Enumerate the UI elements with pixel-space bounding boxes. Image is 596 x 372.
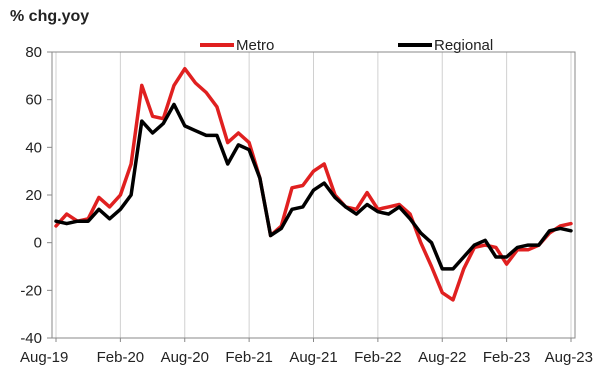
legend: Metro Regional: [200, 37, 493, 54]
x-tick-label: Aug-21: [289, 349, 337, 366]
y-tick-label: -20: [20, 282, 42, 299]
legend-label: Metro: [236, 37, 274, 54]
x-tick-label: Aug-22: [418, 349, 466, 366]
y-tick-label: 0: [34, 235, 42, 252]
y-tick-label: -40: [20, 330, 42, 347]
series-line-regional: [54, 102, 573, 271]
x-tick-labels: Aug-19 Feb-20 Aug-20 Feb-21 Aug-21 Feb-22 Aug-…: [20, 338, 593, 366]
y-tick-labels: -40 -20 0 20 40 60 80: [20, 44, 52, 347]
vertical-gridlines: [55, 52, 572, 338]
x-tick-label: Aug-20: [161, 349, 209, 366]
series-lines: [54, 66, 573, 302]
x-tick-label: Feb-22: [354, 349, 402, 366]
y-tick-label: 60: [25, 92, 42, 109]
x-tick-label: Feb-23: [483, 349, 531, 366]
y-tick-label: 80: [25, 44, 42, 61]
x-tick-label: Aug-23: [545, 349, 593, 366]
x-tick-label: Feb-20: [97, 349, 145, 366]
x-tick-label: Aug-19: [20, 349, 68, 366]
y-tick-label: 20: [25, 187, 42, 204]
y-tick-label: 40: [25, 139, 42, 156]
series-line-metro: [54, 66, 573, 302]
y-axis-unit-label: % chg.yoy: [10, 8, 90, 25]
x-tick-label: Feb-21: [225, 349, 273, 366]
legend-label: Regional: [434, 37, 493, 54]
